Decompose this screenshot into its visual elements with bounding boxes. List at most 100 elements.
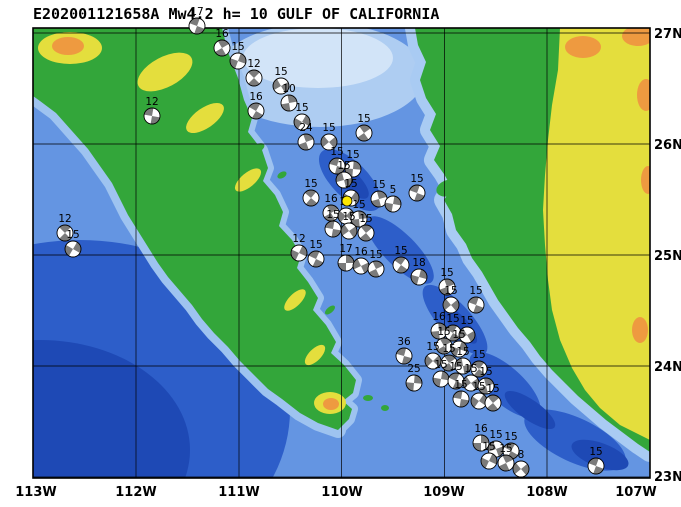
focal-mechanism-event: 15 [324,209,342,238]
event-depth-label: 15 [499,443,512,455]
beachball-quadrants [65,242,81,256]
event-depth-label: 15 [352,199,365,211]
focal-mechanism-event: 17 [188,6,206,35]
event-depth-label: 15 [337,160,350,172]
focal-mechanism-event: 15 [452,379,470,408]
event-depth-label: 18 [412,257,425,269]
beachball-quadrants [425,355,441,367]
focal-mechanism-event: 12 [245,58,263,87]
event-depth-label: 15 [326,209,339,221]
event-depth-label: 15 [444,285,457,297]
lon-label-110w: 110W [321,485,362,500]
beachball-quadrants [433,371,449,387]
highland-patch [622,28,650,46]
beachball-quadrants [291,245,307,261]
focal-mechanism-event: 12 [143,96,161,125]
event-depth-label: 15 [449,361,462,373]
gulf-basin-deepest [571,439,629,471]
beachball-quadrants [273,79,289,93]
event-depth-label: 15 [472,381,485,393]
event-depth-label: 15 [295,102,308,114]
event-depth-label: 15 [440,267,453,279]
focal-mechanism-event: 15 [229,41,247,70]
focal-mechanism-event: 25 [405,363,423,392]
focal-mechanism-event: 15 [467,285,485,314]
map-frame [32,27,651,479]
event-depth-label: 15 [344,178,357,190]
lon-label-113w: 113W [15,485,56,500]
lon-label-109w: 109W [423,485,464,500]
beachball-quadrants [351,211,367,227]
event-depth-label: 15 [410,173,423,185]
beachball-quadrants [321,135,337,149]
highland-patch [641,166,650,194]
event-depth-label: 15 [369,249,382,261]
focal-mechanism-event: 15 [497,443,515,472]
lat-axis: 27N 26N 25N 24N 23N [654,27,681,485]
focal-mechanism-event: 15 [442,285,460,314]
event-depth-label: 16 [324,193,338,205]
beachball-quadrants [324,205,338,221]
event-depth-label: 15 [309,239,322,251]
focal-mechanism-event: 16 [247,91,265,120]
focal-mechanism-event: 15 [462,363,480,392]
focal-mechanism-event: 15 [357,213,375,242]
graticule-layer [33,28,650,478]
event-depth-label: 12 [247,58,260,70]
focal-mechanism-event: 36 [395,336,413,365]
highland-patch [637,79,650,111]
island [325,305,335,315]
beachball-quadrants [353,258,369,274]
event-depth-label: 12 [58,213,71,225]
focal-mechanism-event: 16 [213,28,231,57]
event-depth-label: 15 [434,359,447,371]
event-depth-label: 15 [322,122,335,134]
beachball-quadrants [338,255,354,271]
beachball-quadrants [442,355,456,371]
epicenter-layer [341,195,353,207]
event-depth-label: 15 [460,315,473,327]
beachball-quadrants [498,455,514,471]
beachball-quadrants [298,134,314,150]
map-content-layer [33,28,650,478]
lat-label-27n: 27N [654,27,681,42]
focal-mechanism-event: 15 [272,66,290,95]
event-depth-label: 15 [446,313,459,325]
event-depth-label: 15 [394,245,407,257]
event-depth-label: 8 [518,449,525,461]
event-depth-label: 16 [432,311,446,323]
beachball-quadrants [488,441,504,457]
baja-upland [304,344,326,366]
beachball-quadrants [144,108,160,124]
focal-mechanism-event: 15 [587,446,605,475]
event-depth-label: 15 [482,441,495,453]
focal-mechanism-event: 16 [352,246,370,275]
beachball-quadrants [341,224,357,238]
event-depth-label: 12 [145,96,158,108]
island [277,171,287,179]
lat-label-24n: 24N [654,360,681,375]
focal-mechanism-event: 15 [367,249,385,278]
beachball-quadrants [588,458,604,474]
focal-mechanism-event: 5 [384,184,402,213]
beachball-quadrants [396,348,412,364]
beachball-quadrants [459,328,475,342]
event-depth-label: 16 [249,91,263,103]
event-depth-label: 15 [486,383,499,395]
event-depth-label: 15 [274,66,287,78]
event-depth-label: 15 [479,366,492,378]
focal-mechanism-event: 15 [370,179,388,208]
focal-mechanism-event: 15 [320,122,338,151]
beachball-quadrants [451,341,467,357]
event-depth-label: 15 [330,146,343,158]
beachball-quadrants [478,378,494,394]
focal-mechanism-event: 15 [458,315,476,344]
focal-mechanism-event: 15 [432,359,450,388]
lon-label-108w: 108W [526,485,567,500]
focal-mechanism-event: 16 [322,193,340,222]
focal-mechanism-event: 15 [470,349,488,378]
focal-mechanism-event: 15 [480,441,498,470]
baja-upland [137,52,193,92]
focal-mechanism-event: 15 [444,313,462,342]
event-depth-label: 15 [442,343,455,355]
